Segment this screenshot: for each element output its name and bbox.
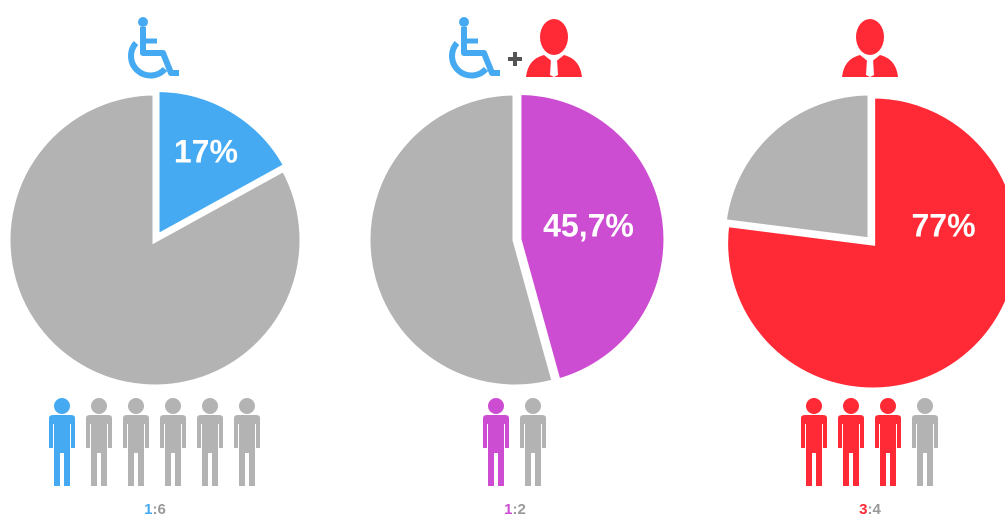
icon-wheelchair [452,17,500,75]
person-head [54,398,70,414]
pie-slice [723,93,1005,393]
pie-slice [365,90,558,390]
person-head [239,398,255,414]
pie-slice [721,90,873,243]
ratio-separator: : [513,501,518,518]
person-body [838,415,864,486]
person-head [843,398,859,414]
person-body [801,415,827,486]
person-icon [197,398,223,486]
ratio-separator: : [153,501,158,518]
person-body [234,415,260,486]
person-icon [875,398,901,486]
icon-manager [526,19,582,77]
person-head [202,398,218,414]
person-icon [234,398,260,486]
person-icon [912,398,938,486]
person-icon [160,398,186,486]
pie-slice [154,87,290,241]
person-icon [49,398,75,486]
person-head [165,398,181,414]
ratio-part: 1 [504,501,512,518]
ratio-whole: 2 [518,501,526,518]
person-body [520,415,546,486]
ratio-separator: : [868,501,873,518]
person-body [483,415,509,486]
person-body [49,415,75,486]
person-body [160,415,186,486]
icon-plus [506,50,524,68]
ratio-whole: 4 [873,501,882,518]
person-icon [483,398,509,486]
person-head [128,398,144,414]
person-icon [123,398,149,486]
person-head [806,398,822,414]
person-head [880,398,896,414]
person-body [86,415,112,486]
person-icon [520,398,546,486]
person-head [91,398,107,414]
person-icon [801,398,827,486]
ratio-label: 1:2 [504,501,526,518]
person-icon [86,398,112,486]
person-body [875,415,901,486]
icon-manager [842,19,898,77]
person-body [123,415,149,486]
ratio-label: 1:6 [144,501,166,518]
ratio-part: 3 [859,501,867,518]
ratio-label: 3:4 [859,501,881,518]
ratio-part: 1 [144,501,152,518]
person-head [488,398,504,414]
icon-wheelchair [131,17,179,75]
ratio-whole: 6 [158,501,166,518]
person-head [525,398,541,414]
pie-value-label: 77% [911,207,975,243]
person-head [917,398,933,414]
pie-slice [516,89,669,385]
person-icon [838,398,864,486]
pie-value-label: 45,7% [543,207,634,243]
person-body [912,415,938,486]
person-body [197,415,223,486]
pie-value-label: 17% [174,133,238,169]
pie-slice [5,90,305,390]
